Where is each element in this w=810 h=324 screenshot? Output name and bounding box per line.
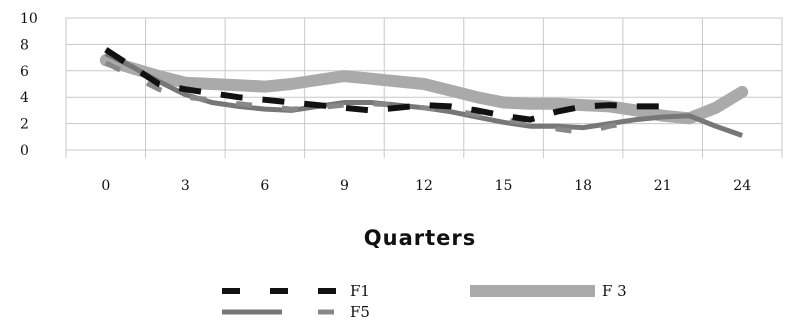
x-axis-ticks: 0 3 6 9 12 15 18 21 24 bbox=[101, 178, 751, 194]
y-tick-label: 2 bbox=[20, 117, 29, 133]
x-axis-title: Quarters bbox=[364, 226, 476, 250]
y-tick-label: 0 bbox=[20, 143, 29, 159]
legend: F1 F 3 F5 bbox=[222, 282, 627, 321]
x-tick-label: 12 bbox=[415, 178, 433, 194]
x-tick-label: 6 bbox=[260, 178, 269, 194]
grid-lines bbox=[65, 17, 783, 158]
y-tick-label: 8 bbox=[20, 37, 29, 53]
x-tick-label: 0 bbox=[101, 178, 110, 194]
x-tick-label: 18 bbox=[574, 178, 592, 194]
y-axis-ticks: 0 2 4 6 8 10 bbox=[20, 11, 38, 159]
legend-label: F1 bbox=[350, 282, 370, 300]
x-tick-label: 15 bbox=[495, 178, 513, 194]
x-tick-label: 9 bbox=[340, 178, 349, 194]
series-lines bbox=[99, 47, 749, 138]
legend-label: F 3 bbox=[602, 282, 627, 300]
y-tick-label: 6 bbox=[20, 64, 29, 80]
x-tick-label: 24 bbox=[733, 178, 751, 194]
legend-label: F5 bbox=[350, 303, 370, 321]
series-line-1 bbox=[104, 47, 663, 123]
x-tick-label: 21 bbox=[654, 178, 672, 194]
y-tick-label: 10 bbox=[20, 11, 38, 27]
x-tick-label: 3 bbox=[181, 178, 190, 194]
y-tick-label: 4 bbox=[20, 90, 29, 106]
series-line-2 bbox=[99, 54, 749, 125]
series-line-4 bbox=[104, 60, 637, 136]
